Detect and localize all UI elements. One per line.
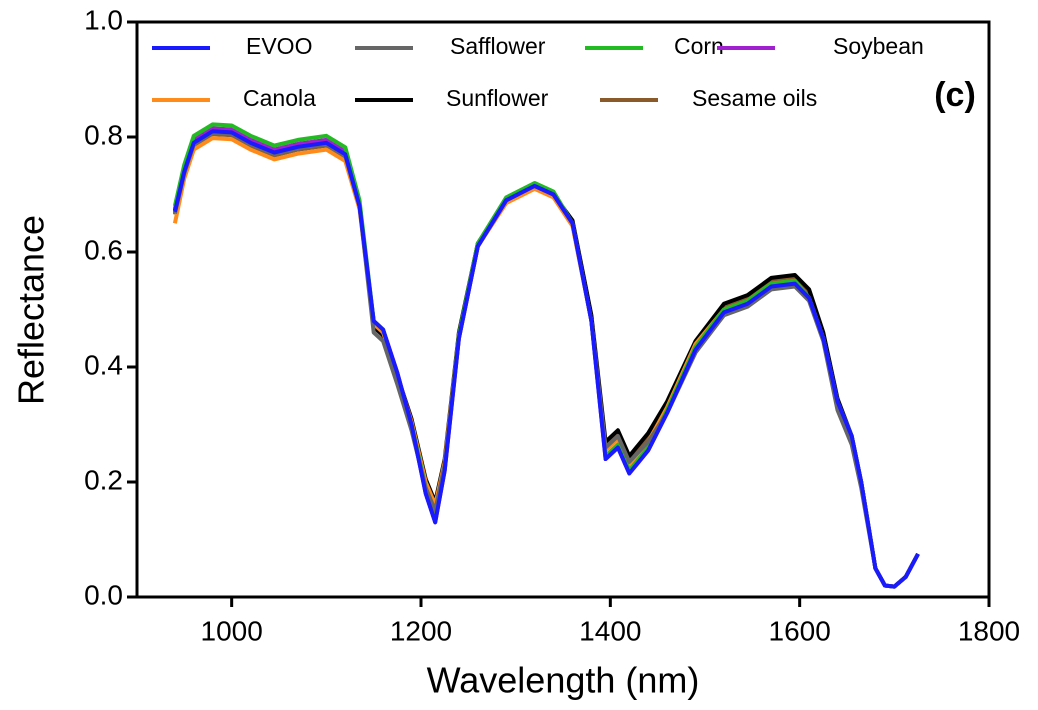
series-line: [172, 128, 920, 589]
y-tick-label: 0.4: [84, 349, 123, 380]
series-line: [172, 131, 920, 589]
series-line: [172, 129, 920, 589]
panel-annotation: (c): [934, 76, 976, 114]
x-tick-label: 1000: [201, 615, 263, 646]
x-tick-label: 1600: [769, 615, 831, 646]
plot-frame: [135, 20, 991, 599]
y-tick-label: 0.0: [84, 579, 123, 610]
y-axis-label: Reflectance: [11, 215, 52, 405]
series-line: [172, 132, 920, 589]
x-tick-label: 1400: [579, 615, 641, 646]
legend-label: Sesame oils: [692, 85, 817, 111]
y-tick-label: 0.8: [84, 119, 123, 150]
x-axis-label: Wavelength (nm): [427, 660, 700, 701]
x-tick-label: 1200: [390, 615, 452, 646]
legend-label: Safflower: [450, 33, 546, 59]
legend-label: Canola: [243, 85, 316, 111]
y-tick-label: 0.6: [84, 234, 123, 265]
legend-label: EVOO: [246, 33, 312, 59]
y-tick-label: 1.0: [84, 4, 123, 35]
series-line: [172, 126, 920, 589]
series-line: [172, 136, 920, 589]
legend-label: Sunflower: [446, 85, 549, 111]
x-tick-label: 1800: [958, 615, 1020, 646]
legend-label: Corn: [674, 33, 724, 59]
legend-label: Soybean: [833, 33, 924, 59]
y-tick-label: 0.2: [84, 464, 123, 495]
